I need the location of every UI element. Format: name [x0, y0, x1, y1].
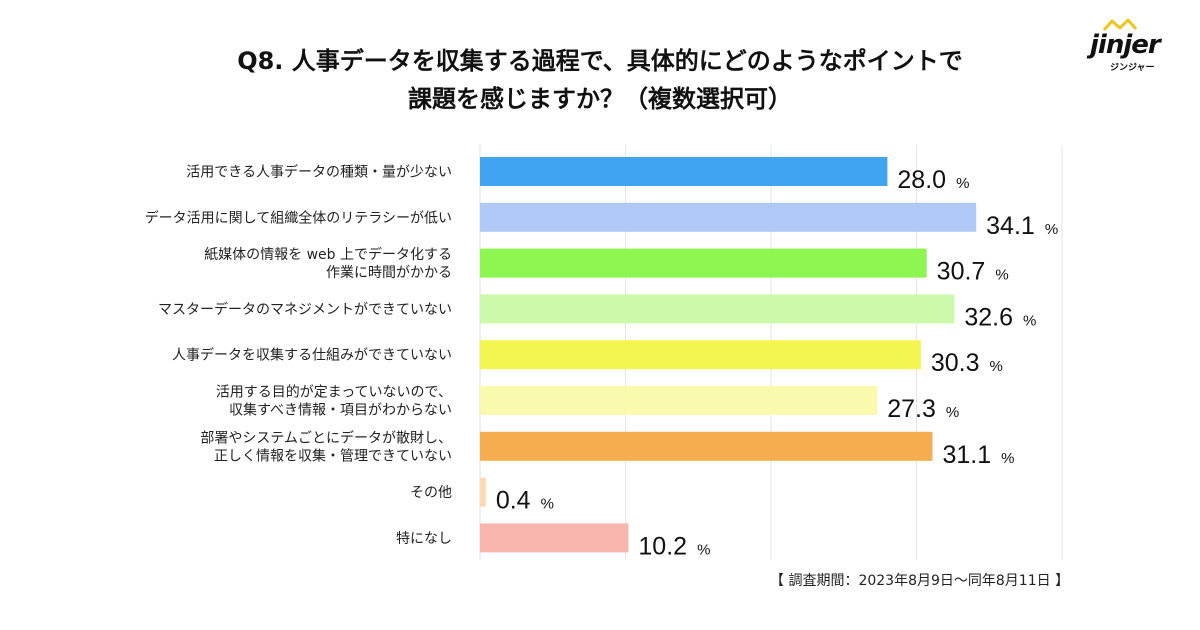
category-label: マスターデータのマネジメントができていない [158, 301, 452, 318]
category-label: 正しく情報を収集・管理できていない [214, 447, 452, 464]
unit-label: % [956, 175, 969, 192]
category-label: 人事データを収集する仕組みができていない [172, 347, 452, 364]
category-label: その他 [410, 485, 452, 501]
logo-sub: ジンジャー [1110, 63, 1155, 73]
data-label: 30.3 [931, 349, 980, 377]
bar [480, 202, 977, 232]
unit-label: % [995, 267, 1008, 284]
chart-title-line-1: Q8. 人事データを収集する過程で、具体的にどのようなポイントで [237, 47, 963, 75]
jinjer-logo: jinjer ジンジャー [1080, 18, 1170, 78]
unit-label: % [946, 404, 959, 421]
category-label: 部署やシステムごとにデータが散財し、 [200, 429, 452, 446]
logo-word: jinjer [1090, 30, 1161, 60]
data-label: 31.1 [943, 441, 992, 469]
data-label: 0.4 [496, 487, 531, 515]
unit-label: % [1045, 221, 1058, 238]
bar [480, 477, 486, 507]
unit-label: % [697, 541, 710, 558]
bar [480, 294, 955, 324]
data-label: 27.3 [887, 395, 936, 423]
bar [480, 386, 878, 415]
category-label: 収集すべき情報・項目がわからない [229, 402, 452, 419]
category-label: 活用する目的が定まっていないので、 [216, 385, 452, 401]
data-label: 10.2 [638, 532, 687, 560]
category-label: 作業に時間がかかる [326, 265, 452, 281]
bar [480, 248, 927, 278]
survey-period-note: 【 調査期間：2023年8月9日〜同年8月11日 】 [770, 573, 1070, 589]
bar [480, 523, 629, 553]
unit-label: % [541, 496, 554, 513]
category-label: データ活用に関して組織全体のリテラシーが低い [145, 209, 452, 226]
bar [480, 431, 933, 461]
unit-label: % [990, 358, 1003, 375]
logo-roof-icon [1102, 18, 1138, 31]
data-label: 32.6 [964, 303, 1013, 331]
data-label: 28.0 [897, 166, 946, 194]
data-label: 34.1 [986, 212, 1035, 240]
bar [480, 157, 888, 186]
category-label: 紙媒体の情報を web 上でデータ化する [204, 246, 452, 263]
unit-label: % [1023, 312, 1036, 329]
data-label: 30.7 [937, 258, 986, 286]
category-label: 特になし [396, 531, 452, 547]
chart-title-line-2: 課題を感じますか？（複数選択可） [408, 85, 792, 113]
bar [480, 340, 921, 370]
unit-label: % [1001, 450, 1014, 467]
category-label: 活用できる人事データの種類・量が少ない [186, 164, 452, 181]
chart-title: Q8. 人事データを収集する過程で、具体的にどのようなポイントで 課題を感じます… [0, 42, 1200, 118]
